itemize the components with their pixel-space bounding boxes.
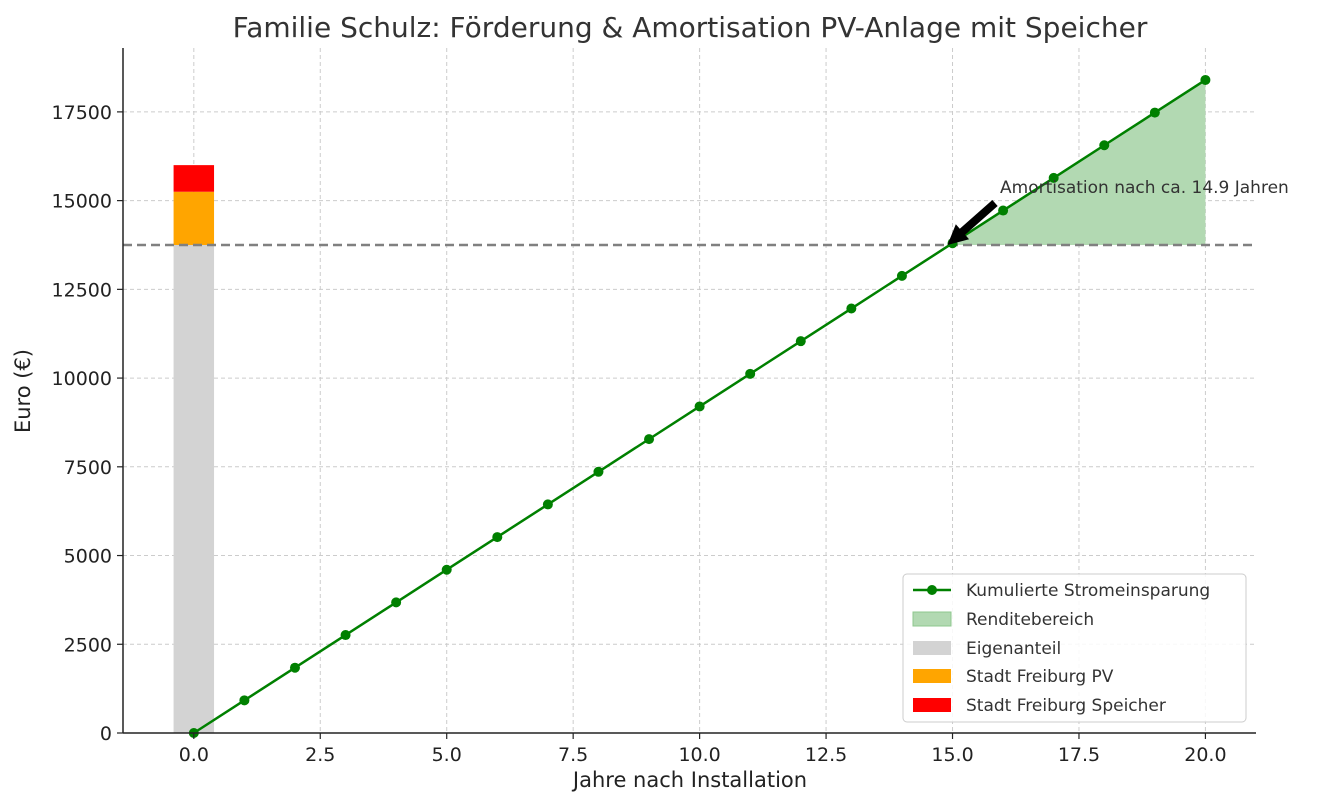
x-tick-label-1: 2.5	[305, 744, 335, 766]
savings-series	[188, 74, 1211, 738]
savings-point-16	[998, 205, 1009, 216]
axes	[122, 48, 1256, 734]
amortisation-annotation: Amortisation nach ca. 14.9 Jahren	[947, 178, 1289, 245]
y-tick-label-5: 12500	[52, 279, 112, 301]
y-axis-label: Euro (€)	[11, 349, 35, 433]
y-tick-label-3: 7500	[64, 457, 112, 479]
legend-label-freiburg-speicher: Stadt Freiburg Speicher	[966, 696, 1166, 716]
bar-segment-0	[173, 244, 215, 733]
y-tick-label-1: 2500	[64, 634, 112, 656]
savings-point-13	[846, 303, 857, 314]
x-tick-label-3: 7.5	[558, 744, 588, 766]
stacked-bar	[173, 165, 215, 733]
legend-label-eigenanteil: Eigenanteil	[966, 639, 1061, 659]
savings-point-14	[896, 270, 907, 281]
x-axis-label: Jahre nach Installation	[571, 768, 807, 792]
y-tick-label-6: 15000	[52, 191, 112, 213]
annotation-text: Amortisation nach ca. 14.9 Jahren	[1000, 178, 1289, 198]
x-tick-label-2: 5.0	[432, 744, 462, 766]
legend: Kumulierte Stromeinsparung Renditebereic…	[902, 573, 1247, 723]
bar-segment-2	[173, 165, 215, 192]
legend-swatch-freiburg-speicher	[913, 698, 951, 712]
y-ticks: 0 2500 5000 7500 10000 12500 15000 17500	[52, 102, 123, 745]
y-tick-label-4: 10000	[52, 368, 112, 390]
savings-point-19	[1149, 107, 1160, 118]
bar-segment-1	[173, 191, 215, 245]
legend-swatch-savings-marker	[927, 585, 937, 595]
savings-point-17	[1048, 172, 1059, 183]
savings-point-12	[795, 336, 806, 347]
y-tick-label-2: 5000	[64, 546, 112, 568]
legend-label-renditebereich: Renditebereich	[966, 610, 1094, 630]
legend-swatch-eigenanteil	[913, 641, 951, 655]
x-tick-label-5: 12.5	[805, 744, 847, 766]
savings-point-20	[1200, 74, 1211, 85]
x-tick-label-7: 17.5	[1058, 744, 1100, 766]
legend-swatch-freiburg-pv	[913, 669, 951, 683]
x-tick-label-4: 10.0	[678, 744, 720, 766]
x-tick-label-0: 0.0	[179, 744, 209, 766]
savings-point-2	[289, 662, 300, 673]
chart-title: Familie Schulz: Förderung & Amortisation…	[233, 11, 1148, 44]
savings-point-3	[340, 630, 351, 641]
savings-point-5	[441, 564, 452, 575]
savings-point-7	[542, 499, 553, 510]
legend-box	[902, 573, 1247, 723]
savings-point-11	[745, 368, 756, 379]
x-ticks: 0.0 2.5 5.0 7.5 10.0 12.5 15.0 17.5 20.0	[179, 733, 1227, 766]
savings-point-18	[1099, 140, 1110, 151]
savings-point-1	[239, 695, 250, 706]
savings-point-4	[391, 597, 402, 608]
y-tick-label-0: 0	[100, 723, 112, 745]
savings-point-8	[593, 466, 604, 477]
savings-point-6	[492, 532, 503, 543]
annotation-arrow	[947, 200, 998, 245]
legend-label-savings: Kumulierte Stromeinsparung	[966, 581, 1210, 601]
x-tick-label-8: 20.0	[1184, 744, 1226, 766]
savings-point-10	[694, 401, 705, 412]
legend-label-freiburg-pv: Stadt Freiburg PV	[966, 667, 1114, 687]
y-tick-label-7: 17500	[52, 102, 112, 124]
savings-point-9	[644, 434, 655, 445]
legend-swatch-renditebereich	[912, 611, 952, 627]
x-tick-label-6: 15.0	[931, 744, 973, 766]
